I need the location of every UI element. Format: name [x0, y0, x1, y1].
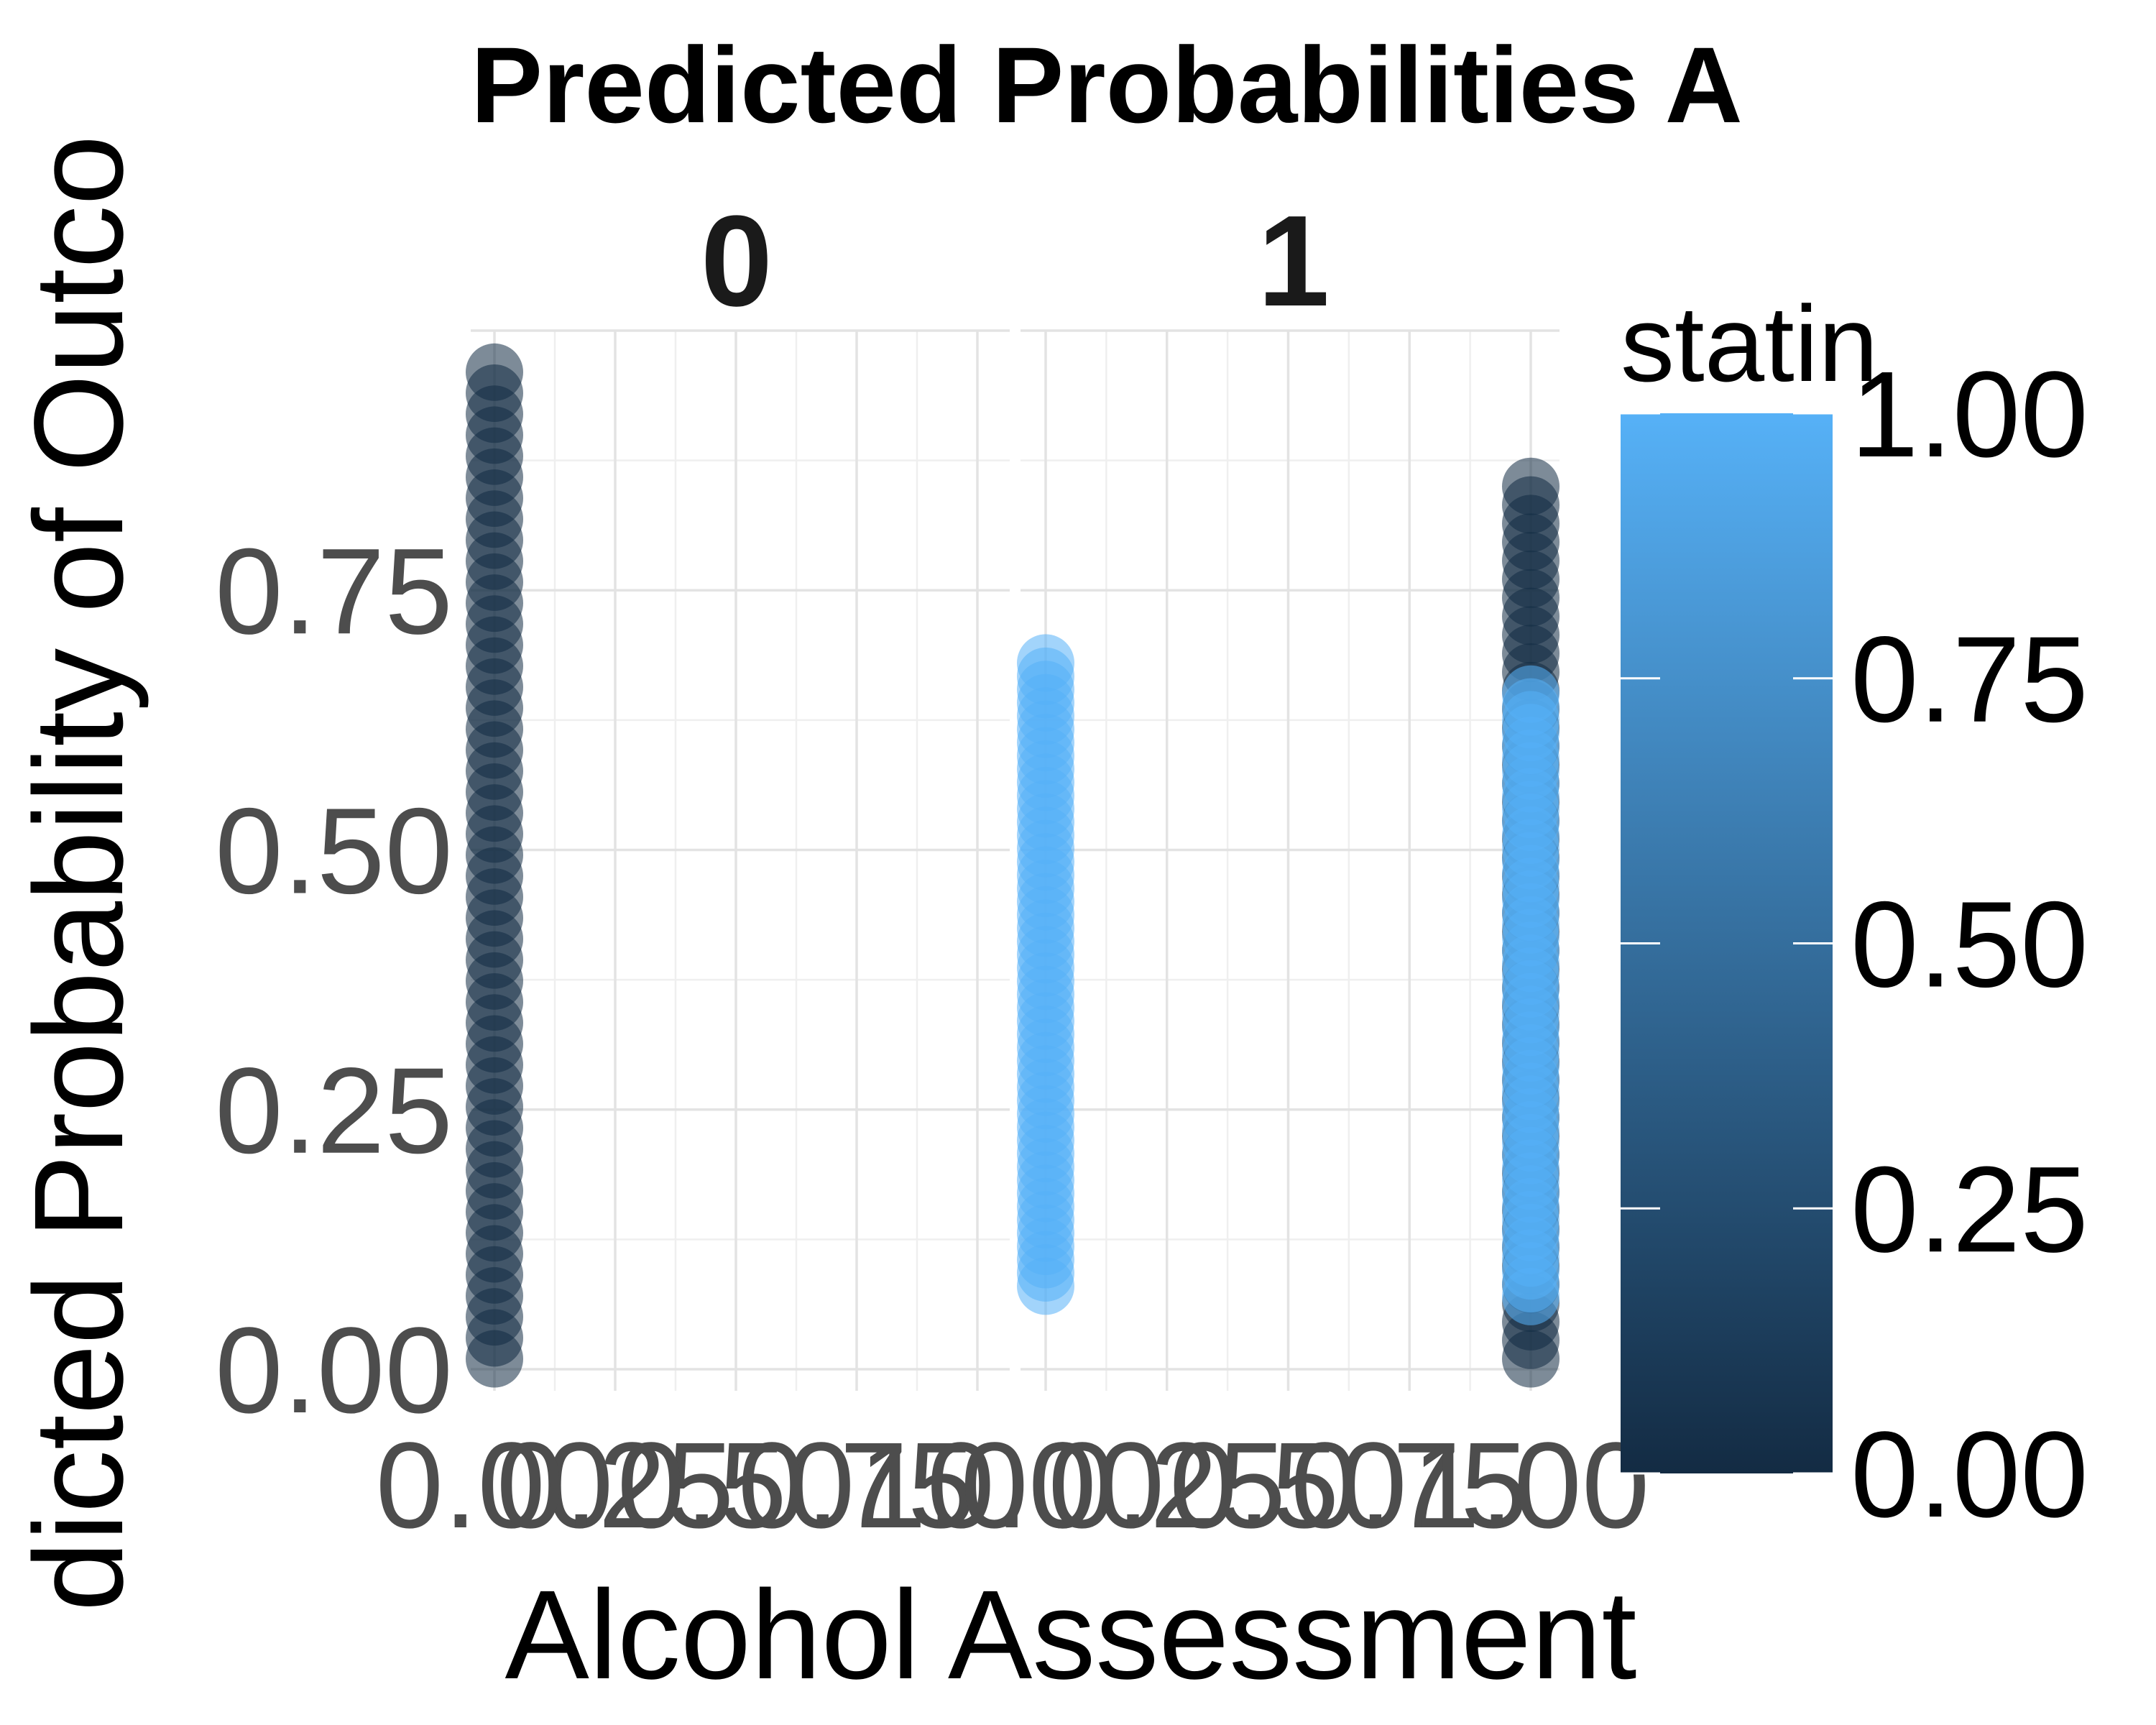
data-point [466, 343, 523, 401]
x-tick-label: 0.25 [497, 1417, 734, 1554]
legend-title: statin [1621, 283, 1879, 404]
legend-tick-label: 0.75 [1851, 612, 2088, 748]
point-series-statin-0 [466, 343, 523, 1388]
point-series-statin-1 [1017, 634, 1074, 1315]
y-axis-title: dicted Probability of Outco [9, 135, 149, 1611]
x-tick-label: 0.75 [738, 1417, 976, 1554]
x-tick-label: 0.00 [376, 1417, 614, 1554]
data-point [1017, 634, 1074, 692]
legend-tick-label: 0.50 [1851, 877, 2088, 1013]
chart-title: Predicted Probabilities A [471, 24, 1743, 145]
facet-strip-label: 0 [701, 189, 773, 334]
legend-tick-label: 0.00 [1851, 1407, 2088, 1543]
x-tick-label: 1.00 [859, 1417, 1097, 1554]
point-series-statin-1 [1502, 665, 1560, 1325]
y-tick-label: 0.00 [215, 1302, 453, 1439]
x-tick-label: 1.00 [1412, 1417, 1650, 1554]
legend-tick-label: 0.25 [1851, 1141, 2088, 1278]
x-tick-label: 0.25 [1048, 1417, 1286, 1554]
x-tick-label: 0.50 [1169, 1417, 1407, 1554]
x-tick-label: 0.50 [617, 1417, 855, 1554]
data-point [1502, 457, 1560, 515]
y-tick-label: 0.50 [215, 783, 453, 920]
y-axis-ticks: 0.00 0.25 0.50 0.75 [215, 523, 453, 1439]
color-legend: statin 1.00 0.75 0.50 0.25 0.00 [1621, 283, 2088, 1543]
facet-panel-0: 0.000.250.500.751.00 0 [376, 189, 1097, 1554]
y-tick-label: 0.25 [215, 1043, 453, 1179]
facet-strip-label: 1 [1258, 189, 1330, 334]
x-tick-label: 0.00 [927, 1417, 1165, 1554]
facet-panels: 0.000.250.500.751.0000.000.250.500.751.0… [215, 189, 1649, 1554]
y-tick-label: 0.75 [215, 523, 453, 660]
legend-tick-label: 1.00 [1851, 346, 2088, 483]
facet-panel-1: 0.000.250.500.751.00 1 [927, 189, 1650, 1554]
legend-ticks: 1.00 0.75 0.50 0.25 0.00 [1621, 346, 2088, 1543]
x-tick-label: 0.75 [1291, 1417, 1529, 1554]
x-axis-title: Alcohol Assessment [505, 1565, 1637, 1706]
data-point [1502, 665, 1560, 723]
